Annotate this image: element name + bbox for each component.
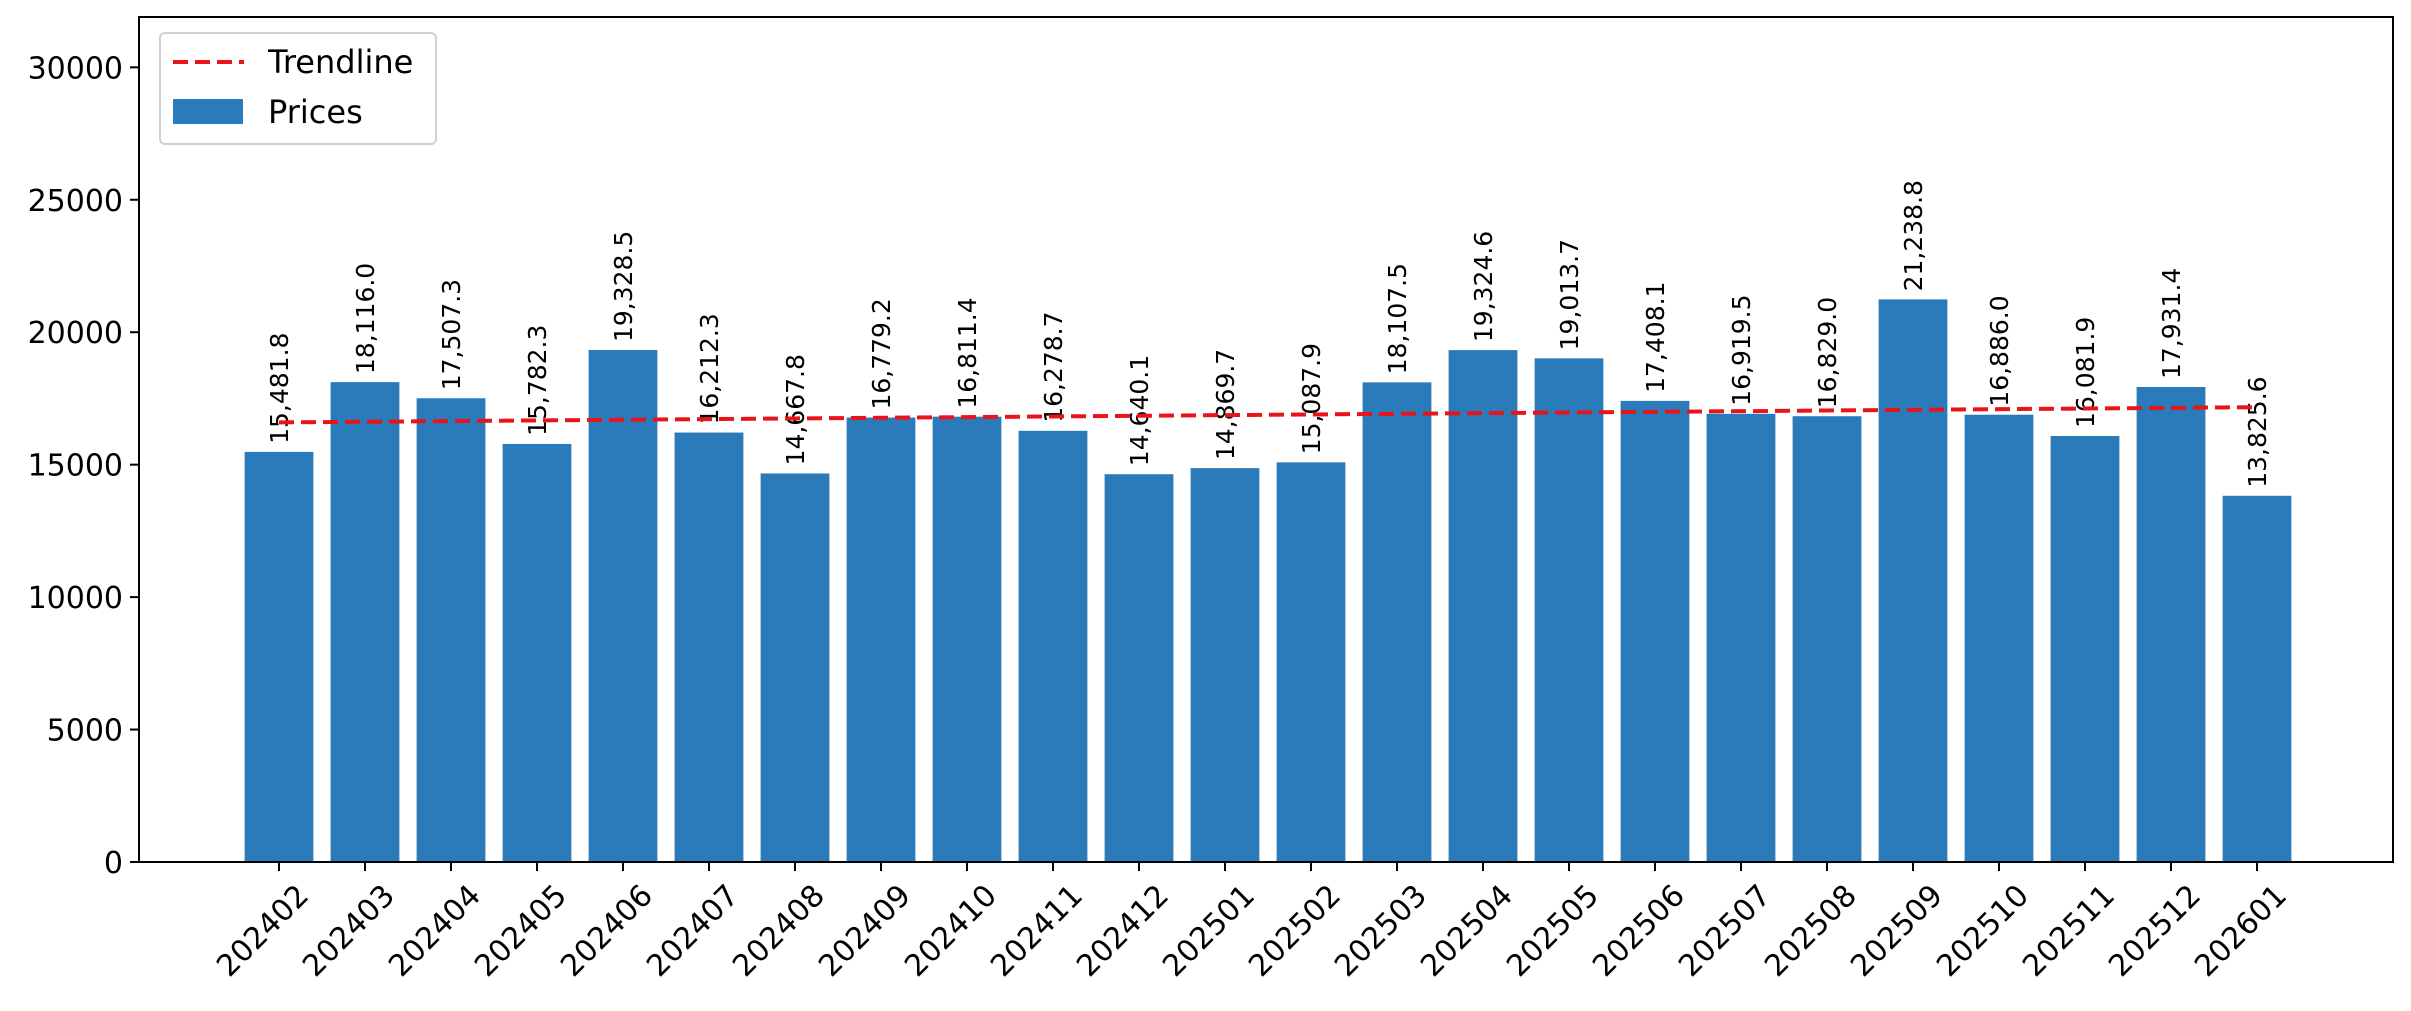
x-tick-label: 202405 (468, 878, 574, 984)
bar-202407 (674, 432, 744, 862)
bar-202506 (1620, 400, 1690, 862)
x-tick-label: 202512 (2102, 878, 2208, 984)
bar-202408 (760, 473, 830, 862)
bar-202507 (1706, 413, 1776, 862)
bar-202402 (244, 451, 314, 862)
legend-prices-swatch (173, 99, 243, 124)
legend-trendline-label: Trendline (267, 43, 413, 81)
bar-value-label-202504: 19,324.6 (1469, 231, 1498, 342)
x-tick-label: 202404 (382, 878, 488, 984)
bar-value-label-202511: 16,081.9 (2071, 317, 2100, 428)
y-tick-label: 30000 (28, 51, 123, 86)
legend-prices-label: Prices (268, 93, 363, 131)
x-tick-label: 202509 (1844, 878, 1950, 984)
bar-202403 (330, 382, 400, 862)
bar-value-label-202507: 16,919.5 (1727, 294, 1756, 405)
bar-value-label-202405: 15,782.3 (523, 325, 552, 436)
bar-value-label-202411: 16,278.7 (1039, 311, 1068, 422)
y-tick-label: 10000 (28, 581, 123, 616)
bar-value-label-202508: 16,829.0 (1813, 297, 1842, 408)
bar-202509 (1878, 299, 1948, 862)
bar-202512 (2136, 387, 2206, 862)
bar-value-label-202506: 17,408.1 (1641, 282, 1670, 393)
x-tick-label: 202507 (1672, 878, 1778, 984)
x-tick-label: 202406 (554, 878, 660, 984)
bar-202405 (502, 443, 572, 862)
x-tick-label: 202508 (1758, 878, 1864, 984)
bar-202501 (1190, 468, 1260, 862)
bar-value-label-202503: 18,107.5 (1383, 263, 1412, 374)
x-tick-label: 202510 (1930, 878, 2036, 984)
y-tick-label: 20000 (28, 316, 123, 351)
bar-202410 (932, 416, 1002, 862)
x-tick-label: 202504 (1414, 878, 1520, 984)
bar-202404 (416, 398, 486, 862)
bar-202511 (2050, 436, 2120, 862)
y-tick-label: 5000 (47, 714, 123, 749)
bar-value-label-202512: 17,931.4 (2157, 268, 2186, 379)
bar-value-label-202402: 15,481.8 (265, 333, 294, 444)
y-axis: 0 5000 10000 15000 20000 25000 30000 (28, 51, 139, 881)
x-tick-label: 202503 (1328, 878, 1434, 984)
x-tick-label: 202412 (1070, 878, 1176, 984)
bar-value-label-202403: 18,116.0 (351, 263, 380, 374)
x-tick-label: 202506 (1586, 878, 1692, 984)
bar-value-label-202502: 15,087.9 (1297, 343, 1326, 454)
bar-202502 (1276, 462, 1346, 862)
bar-202412 (1104, 474, 1174, 862)
x-tick-label: 202502 (1242, 878, 1348, 984)
x-tick-label: 202511 (2016, 878, 2122, 984)
bar-value-label-202601: 13,825.6 (2243, 376, 2272, 487)
x-axis: 2024022024032024042024052024062024072024… (210, 862, 2294, 984)
bar-202503 (1362, 382, 1432, 862)
x-tick-label: 202601 (2188, 878, 2294, 984)
plot-frame (138, 16, 2394, 863)
x-tick-label: 202409 (812, 878, 918, 984)
x-tick-label: 202408 (726, 878, 832, 984)
bar-value-label-202510: 16,886.0 (1985, 295, 2014, 406)
bar-value-label-202407: 16,212.3 (695, 313, 724, 424)
bar-value-label-202409: 16,779.2 (867, 298, 896, 409)
bar-202411 (1018, 430, 1088, 862)
y-tick-label: 15000 (28, 449, 123, 484)
bar-series (244, 299, 2292, 862)
bar-value-label-202408: 14,667.8 (781, 354, 810, 465)
bar-value-label-202501: 14,869.7 (1211, 349, 1240, 460)
legend: Trendline Prices (159, 32, 437, 145)
x-tick-label: 202403 (296, 878, 402, 984)
x-tick-label: 202402 (210, 878, 316, 984)
bar-202505 (1534, 358, 1604, 862)
x-tick-label: 202407 (640, 878, 746, 984)
x-tick-label: 202410 (898, 878, 1004, 984)
y-tick-label: 25000 (28, 184, 123, 219)
bar-202504 (1448, 350, 1518, 862)
x-tick-label: 202501 (1156, 878, 1262, 984)
bar-value-label-202509: 21,238.8 (1899, 180, 1928, 291)
bar-value-label-202406: 19,328.5 (609, 231, 638, 342)
bar-value-label-202412: 14,640.1 (1125, 355, 1154, 466)
bar-value-label-202404: 17,507.3 (437, 279, 466, 390)
x-tick-label: 202505 (1500, 878, 1606, 984)
bar-value-label-202410: 16,811.4 (953, 297, 982, 408)
bar-202409 (846, 417, 916, 862)
bar-202406 (588, 350, 658, 862)
bar-value-label-202505: 19,013.7 (1555, 239, 1584, 350)
bar-202601 (2222, 495, 2292, 862)
bar-202508 (1792, 416, 1862, 862)
bar-202510 (1964, 414, 2034, 862)
y-tick-label: 0 (104, 846, 123, 881)
x-tick-label: 202411 (984, 878, 1090, 984)
